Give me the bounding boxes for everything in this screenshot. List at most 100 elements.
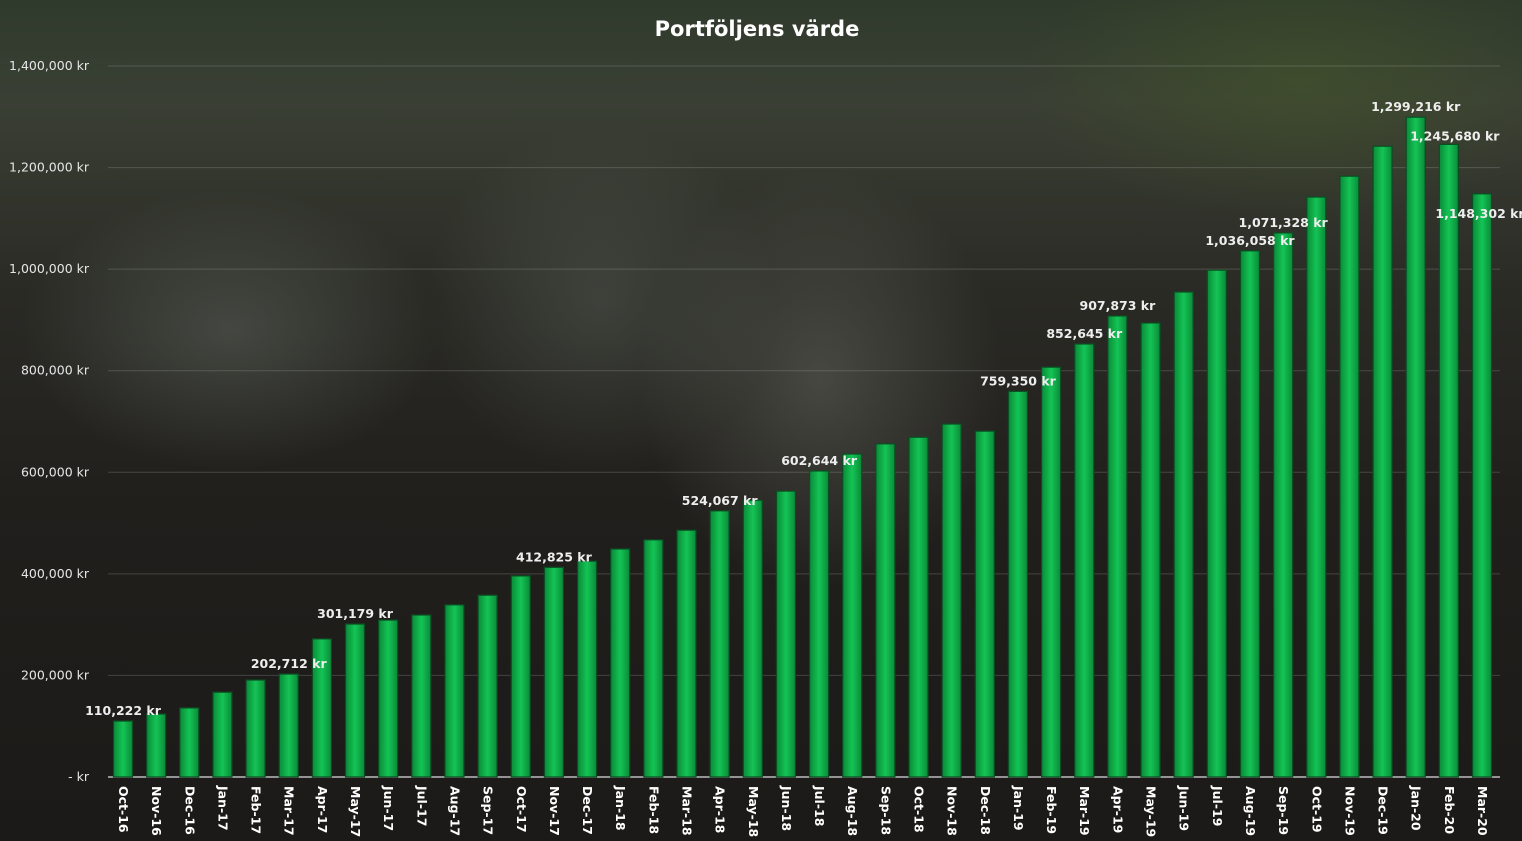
y-axis: - kr 200,000 kr 400,000 kr 600,000 kr 800,00… <box>9 58 90 784</box>
y-tick-label: 400,000 kr <box>21 566 90 581</box>
bar <box>444 604 465 778</box>
bar <box>477 594 498 778</box>
x-tick-label: Jan-18 <box>613 785 628 831</box>
x-tick-label: Apr-19 <box>1110 786 1125 833</box>
y-tick-label: 1,200,000 kr <box>9 160 90 175</box>
bar <box>112 720 134 778</box>
x-tick-label: Sep-19 <box>1276 786 1291 835</box>
data-label: 1,245,680 kr <box>1410 128 1500 143</box>
x-tick-label: Apr-18 <box>713 786 728 833</box>
x-tick-label: Oct-19 <box>1309 786 1324 833</box>
x-tick-label: Jul-19 <box>1210 785 1225 826</box>
x-tick-label: Oct-16 <box>116 786 131 833</box>
y-tick-label: 200,000 kr <box>21 667 90 682</box>
y-tick-label: 1,400,000 kr <box>9 58 90 73</box>
bar <box>278 673 299 778</box>
bar <box>1372 145 1393 778</box>
x-tick-label: Nov-17 <box>547 786 562 836</box>
y-tick-label: - kr <box>68 769 90 784</box>
bar <box>245 679 266 778</box>
bar <box>344 623 366 778</box>
x-tick-label: Dec-16 <box>182 786 197 835</box>
bar <box>775 490 797 778</box>
bar <box>1206 269 1227 778</box>
x-tick-label: Nov-19 <box>1342 786 1357 836</box>
bar <box>1239 250 1261 778</box>
bar <box>1339 175 1360 778</box>
bar <box>709 510 730 778</box>
x-tick-label: Oct-17 <box>514 786 529 833</box>
x-tick-label: Feb-18 <box>646 786 661 834</box>
x-tick-label: Dec-18 <box>978 786 993 835</box>
bars <box>112 116 1493 778</box>
data-label: 202,712 kr <box>251 656 328 671</box>
x-tick-label: Jun-17 <box>381 785 396 831</box>
bar <box>1140 322 1161 778</box>
x-tick-label: Jul-17 <box>414 785 429 826</box>
x-tick-label: Mar-17 <box>282 786 297 836</box>
x-tick-label: Jan-17 <box>215 785 230 831</box>
data-label: 602,644 kr <box>781 453 858 468</box>
data-label: 1,071,328 kr <box>1239 215 1329 230</box>
data-label: 907,873 kr <box>1080 298 1157 313</box>
bar <box>610 548 631 778</box>
x-tick-label: Jun-19 <box>1177 785 1192 831</box>
data-label: 1,036,058 kr <box>1205 233 1295 248</box>
data-label: 524,067 kr <box>682 493 759 508</box>
y-tick-label: 1,000,000 kr <box>9 261 90 276</box>
bar <box>1273 232 1294 778</box>
bar <box>842 453 863 778</box>
bar <box>941 423 962 778</box>
x-tick-label: Aug-18 <box>845 786 860 836</box>
x-axis: Oct-16 Nov-16 Dec-16 Jan-17 Feb-17 Mar-17 Apr-… <box>116 785 1490 837</box>
bar <box>1438 143 1459 778</box>
x-tick-label: Apr-17 <box>315 786 330 833</box>
data-labels: 110,222 kr 202,712 kr 301,179 kr 412,825 kr… <box>85 99 1522 718</box>
bar <box>378 619 399 778</box>
x-tick-label: Jun-18 <box>779 785 794 831</box>
y-tick-label: 600,000 kr <box>21 464 90 479</box>
x-tick-label: Jan-20 <box>1409 785 1424 831</box>
bar <box>576 560 598 778</box>
data-label: 1,299,216 kr <box>1371 99 1461 114</box>
bar <box>974 430 995 778</box>
data-label: 412,825 kr <box>516 549 593 564</box>
x-tick-label: Jan-19 <box>1011 785 1026 831</box>
x-tick-label: Dec-17 <box>580 786 595 835</box>
x-tick-label: Feb-20 <box>1442 786 1457 834</box>
bar <box>1074 343 1095 778</box>
bar <box>742 499 763 778</box>
x-tick-label: Nov-18 <box>945 786 960 836</box>
bar <box>1040 366 1062 778</box>
x-tick-label: May-17 <box>348 786 363 837</box>
bar <box>510 575 531 778</box>
bar <box>676 529 697 778</box>
x-tick-label: Sep-18 <box>878 786 893 835</box>
x-tick-label: Mar-20 <box>1475 786 1490 836</box>
x-tick-label: Aug-19 <box>1243 786 1258 836</box>
chart-title: Portföljens värde <box>655 17 860 41</box>
x-tick-label: Feb-17 <box>249 786 264 834</box>
bar <box>908 436 929 778</box>
y-tick-label: 800,000 kr <box>21 363 90 378</box>
bar <box>808 470 830 778</box>
x-tick-label: Aug-17 <box>447 786 462 836</box>
bar <box>1471 193 1493 778</box>
bar <box>543 566 565 778</box>
data-label: 852,645 kr <box>1046 326 1123 341</box>
bar <box>1405 116 1426 778</box>
bar <box>1173 291 1194 778</box>
bar <box>146 713 167 778</box>
x-tick-label: Sep-17 <box>481 786 496 835</box>
data-label: 1,148,302 kr <box>1435 206 1522 221</box>
bar <box>212 691 233 778</box>
x-tick-label: Dec-19 <box>1376 786 1391 835</box>
bar <box>1306 196 1327 778</box>
data-label: 110,222 kr <box>85 703 162 718</box>
x-tick-label: Oct-18 <box>912 786 927 833</box>
x-tick-label: Mar-18 <box>679 786 694 836</box>
x-tick-label: Nov-16 <box>149 786 164 836</box>
bar <box>1107 315 1128 778</box>
x-tick-label: Jul-18 <box>812 785 827 826</box>
